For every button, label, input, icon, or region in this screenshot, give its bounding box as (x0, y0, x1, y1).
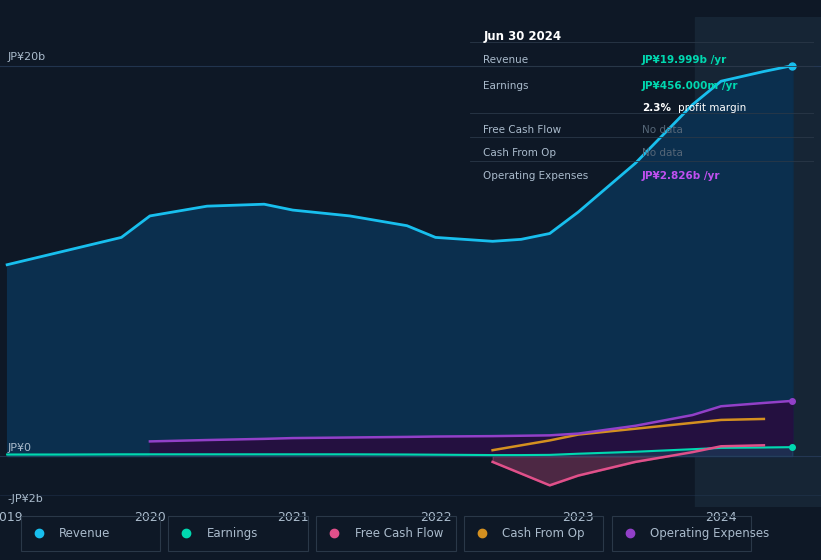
Text: JP¥456.000m /yr: JP¥456.000m /yr (642, 81, 739, 91)
Text: JP¥19.999b /yr: JP¥19.999b /yr (642, 55, 727, 65)
Text: Earnings: Earnings (484, 81, 529, 91)
Text: Jun 30 2024: Jun 30 2024 (484, 30, 562, 43)
Text: No data: No data (642, 148, 683, 158)
Text: Operating Expenses: Operating Expenses (484, 171, 589, 181)
Text: JP¥2.826b /yr: JP¥2.826b /yr (642, 171, 721, 181)
Text: Operating Expenses: Operating Expenses (650, 527, 769, 540)
Text: JP¥20b: JP¥20b (7, 52, 45, 62)
Text: Revenue: Revenue (484, 55, 529, 65)
Text: Free Cash Flow: Free Cash Flow (484, 124, 562, 134)
Text: profit margin: profit margin (678, 103, 746, 113)
Text: No data: No data (642, 124, 683, 134)
Text: Free Cash Flow: Free Cash Flow (355, 527, 443, 540)
Text: Revenue: Revenue (59, 527, 111, 540)
Text: Cash From Op: Cash From Op (502, 527, 585, 540)
Text: 2.3%: 2.3% (642, 103, 671, 113)
Text: Earnings: Earnings (207, 527, 259, 540)
Text: Cash From Op: Cash From Op (484, 148, 557, 158)
Bar (695, 17, 821, 507)
Text: JP¥0: JP¥0 (7, 443, 31, 453)
Text: -JP¥2b: -JP¥2b (7, 494, 43, 504)
